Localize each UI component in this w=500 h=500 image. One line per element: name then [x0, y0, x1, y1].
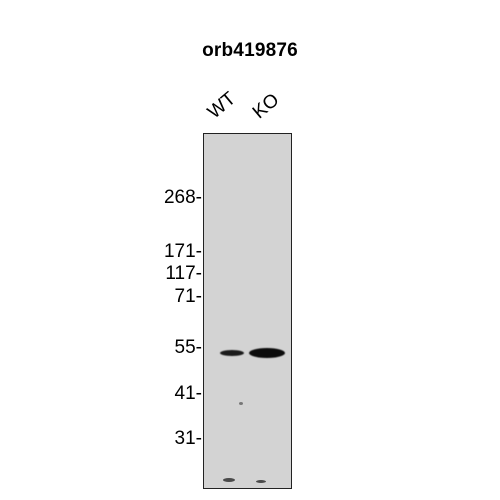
marker-117: 117-	[165, 263, 202, 284]
speck	[239, 402, 243, 405]
marker-268: 268-	[163, 187, 202, 208]
western-blot-membrane	[203, 133, 292, 489]
speck	[223, 478, 235, 482]
marker-71: 71-	[174, 286, 202, 307]
marker-55: 55-	[174, 337, 202, 358]
marker-41: 41-	[174, 383, 202, 404]
speck	[256, 480, 266, 483]
band-wt	[220, 350, 244, 356]
marker-31: 31-	[174, 428, 202, 449]
band-ko	[249, 348, 285, 358]
figure-title: orb419876	[202, 40, 298, 61]
lane-label-ko: KO	[248, 89, 284, 124]
marker-171: 171-	[163, 241, 202, 262]
lane-label-wt: WT	[203, 88, 240, 124]
